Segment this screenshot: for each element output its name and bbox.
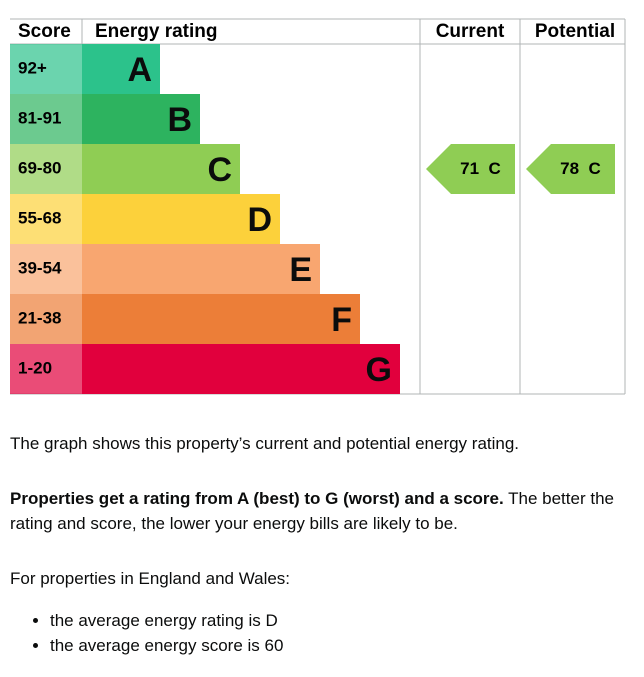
bold-text: Properties get a rating from A (best) to… [10,489,504,508]
rating-arrow [526,144,615,194]
paragraph: The graph shows this property’s current … [10,434,520,453]
rating-bar [82,144,240,194]
rating-letter: D [247,201,272,239]
list: the average energy rating is D the avera… [10,608,283,658]
header: Score [18,21,71,42]
score-range: 81-91 [18,108,61,127]
rating-bar [82,44,160,94]
score-cell [10,94,82,144]
rating-band: C [589,159,601,178]
header: Current [436,21,505,42]
header: Energy rating [95,21,217,42]
epc-chart: Score Energy rating Current Potential 92… [10,18,626,395]
score-cell [10,144,82,194]
score-range: 39-54 [18,258,62,277]
rating-score: 71 [460,159,479,178]
rating-bar [82,94,200,144]
list-item: the average energy score is 60 [50,633,283,658]
score-cell [10,294,82,344]
rating-bar [82,344,400,394]
paragraph: For properties in England and Wales: [10,569,291,588]
rating-arrow [426,144,515,194]
score-range: 69-80 [18,158,61,177]
rating-letter: E [289,251,312,289]
score-cell [10,194,82,244]
rating-bar [82,294,360,344]
rating-bar [82,194,280,244]
rating-label: 78 C [560,159,601,178]
paragraph: Properties get a rating from A (best) to… [10,486,625,536]
rating-letter: A [127,51,152,89]
rating-letter: G [366,351,392,389]
score-cell [10,244,82,294]
rating-bar [82,244,320,294]
score-range: 21-38 [18,308,61,327]
rating-score: 78 [560,159,579,178]
score-cell [10,344,82,394]
rating-letter: B [167,101,192,139]
list-item: the average energy rating is D [50,608,283,633]
rating-band: C [489,159,501,178]
score-cell [10,44,82,94]
text: The better the rating and score, the low… [10,489,614,533]
score-range: 1-20 [18,358,52,377]
rating-letter: C [207,151,232,189]
rating-letter: F [331,301,352,339]
score-range: 92+ [18,58,47,77]
rating-label: 71 C [460,159,501,178]
header: Potential [535,21,615,42]
score-range: 55-68 [18,208,61,227]
